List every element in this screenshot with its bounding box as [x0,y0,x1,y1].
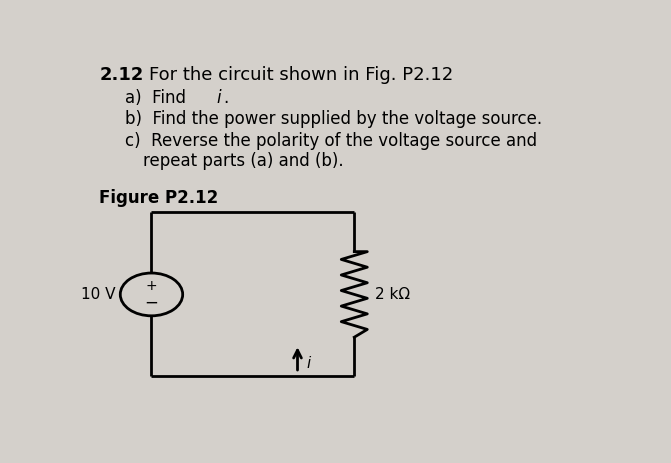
Text: Figure P2.12: Figure P2.12 [99,189,219,207]
Text: For the circuit shown in Fig. P2.12: For the circuit shown in Fig. P2.12 [149,66,453,84]
Text: −: − [144,294,158,312]
Text: +: + [146,279,157,293]
Text: 10 V: 10 V [81,287,115,302]
Text: a)  Find: a) Find [125,89,192,107]
Text: i: i [217,89,221,107]
Text: 2 kΩ: 2 kΩ [375,287,410,302]
Text: b)  Find the power supplied by the voltage source.: b) Find the power supplied by the voltag… [125,110,543,128]
Text: c)  Reverse the polarity of the voltage source and: c) Reverse the polarity of the voltage s… [125,132,537,150]
Text: 2.12: 2.12 [99,66,144,84]
Text: .: . [223,89,229,107]
Text: i: i [307,356,311,371]
Text: repeat parts (a) and (b).: repeat parts (a) and (b). [143,152,344,170]
